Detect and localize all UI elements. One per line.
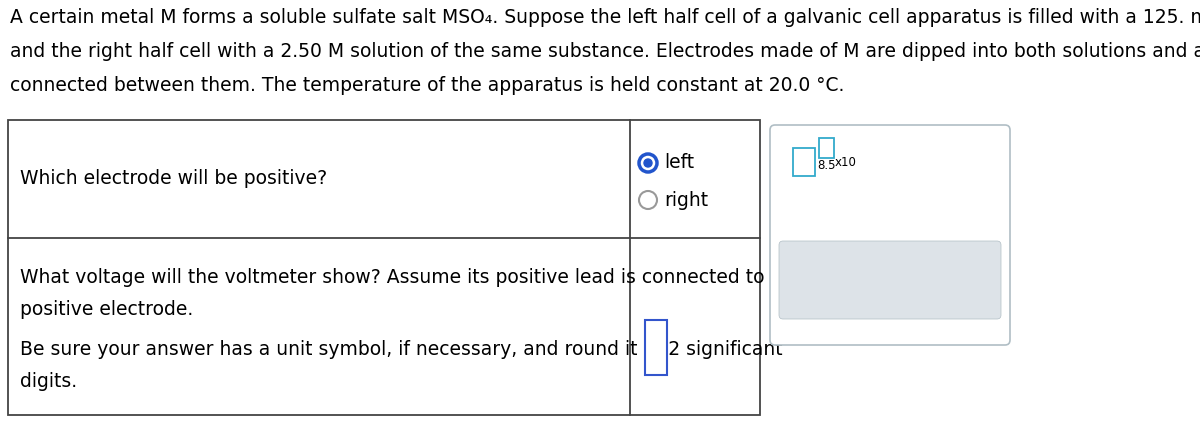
Text: A certain metal M forms a soluble sulfate salt MSO₄. Suppose the left half cell : A certain metal M forms a soluble sulfat… <box>10 8 1200 27</box>
Text: Be sure your answer has a unit symbol, if necessary, and round it to 2 significa: Be sure your answer has a unit symbol, i… <box>20 340 782 359</box>
Text: digits.: digits. <box>20 372 77 391</box>
Text: left: left <box>664 154 694 173</box>
Text: right: right <box>664 190 708 209</box>
Text: Which electrode will be positive?: Which electrode will be positive? <box>20 170 328 189</box>
Text: 8.5: 8.5 <box>817 159 835 172</box>
FancyBboxPatch shape <box>779 241 1001 319</box>
Text: What voltage will the voltmeter show? Assume its positive lead is connected to t: What voltage will the voltmeter show? As… <box>20 268 802 287</box>
Text: positive electrode.: positive electrode. <box>20 300 193 319</box>
Circle shape <box>640 191 658 209</box>
Circle shape <box>640 154 658 172</box>
Bar <box>818 138 834 158</box>
Text: ?: ? <box>953 268 965 292</box>
Bar <box>8 120 760 415</box>
Bar <box>793 148 815 176</box>
Bar <box>646 320 667 375</box>
Text: and the right half cell with a 2.50 M solution of the same substance. Electrodes: and the right half cell with a 2.50 M so… <box>10 42 1200 61</box>
Text: x10: x10 <box>835 156 857 168</box>
FancyBboxPatch shape <box>770 125 1010 345</box>
Text: ×: × <box>811 268 832 292</box>
Text: ↺: ↺ <box>880 268 900 292</box>
Circle shape <box>644 159 652 167</box>
Text: connected between them. The temperature of the apparatus is held constant at 20.: connected between them. The temperature … <box>10 76 845 95</box>
